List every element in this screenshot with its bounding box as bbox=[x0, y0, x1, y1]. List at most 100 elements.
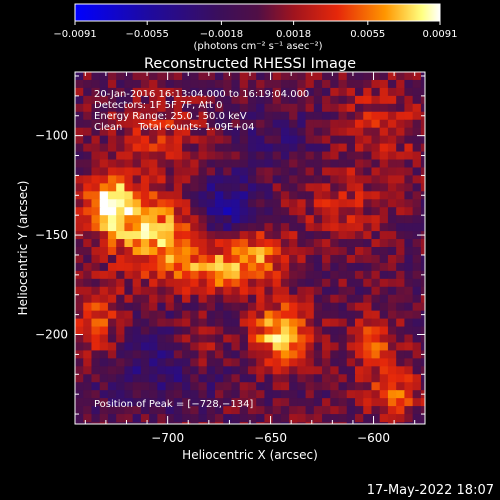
heatmap-cell bbox=[173, 231, 183, 240]
heatmap-cell bbox=[264, 334, 274, 344]
heatmap-cell bbox=[396, 334, 406, 344]
heatmap-cell bbox=[124, 87, 134, 97]
heatmap-cell bbox=[363, 119, 373, 129]
heatmap-cell bbox=[198, 95, 208, 105]
heatmap-cell bbox=[173, 406, 183, 415]
heatmap-cell bbox=[404, 167, 414, 177]
heatmap-cell bbox=[182, 111, 191, 121]
heatmap-cell bbox=[107, 302, 117, 312]
heatmap-cell bbox=[165, 72, 175, 81]
heatmap-cell bbox=[99, 215, 109, 224]
heatmap-cell bbox=[91, 111, 101, 121]
heatmap-cell bbox=[149, 119, 158, 129]
heatmap-cell bbox=[280, 334, 290, 344]
heatmap-cell bbox=[322, 127, 331, 137]
heatmap-cell bbox=[215, 398, 224, 407]
heatmap-cell bbox=[206, 422, 216, 424]
heatmap-cell bbox=[322, 318, 331, 328]
heatmap-cell bbox=[198, 270, 208, 280]
heatmap-cell bbox=[379, 223, 389, 232]
heatmap-cell bbox=[379, 151, 389, 161]
heatmap-cell bbox=[412, 326, 422, 336]
heatmap-cell bbox=[420, 135, 425, 145]
heatmap-cell bbox=[190, 270, 200, 280]
heatmap-cell bbox=[256, 167, 266, 177]
heatmap-cell bbox=[379, 95, 389, 105]
heatmap-cell bbox=[247, 254, 257, 264]
heatmap-cell bbox=[247, 294, 257, 304]
heatmap-cell bbox=[116, 191, 126, 200]
heatmap-cell bbox=[107, 159, 117, 169]
heatmap-cell bbox=[124, 350, 134, 359]
heatmap-cell bbox=[264, 254, 274, 264]
heatmap-cell bbox=[387, 366, 397, 375]
heatmap-cell bbox=[75, 406, 84, 415]
heatmap-cell bbox=[75, 254, 84, 264]
heatmap-cell bbox=[297, 318, 307, 328]
heatmap-cell bbox=[412, 294, 422, 304]
heatmap-cell bbox=[239, 135, 249, 145]
heatmap-cell bbox=[297, 382, 307, 391]
heatmap-cell bbox=[412, 191, 422, 200]
heatmap-cell bbox=[140, 318, 150, 328]
heatmap-cell bbox=[387, 278, 397, 288]
heatmap-cell bbox=[305, 350, 315, 359]
heatmap-cell bbox=[247, 95, 257, 105]
heatmap-cell bbox=[363, 286, 373, 296]
heatmap-cell bbox=[223, 183, 233, 192]
heatmap-cell bbox=[280, 390, 290, 399]
heatmap-cell bbox=[387, 191, 397, 200]
heatmap-cell bbox=[223, 318, 233, 328]
heatmap-cell bbox=[215, 135, 224, 145]
heatmap-cell bbox=[173, 278, 183, 288]
heatmap-cell bbox=[420, 143, 425, 153]
heatmap-cell bbox=[412, 358, 422, 367]
heatmap-cell bbox=[107, 262, 117, 272]
heatmap-cell bbox=[165, 318, 175, 328]
heatmap-cell bbox=[412, 374, 422, 383]
heatmap-cell bbox=[346, 318, 356, 328]
heatmap-cell bbox=[231, 151, 241, 161]
heatmap-cell bbox=[429, 104, 438, 113]
heatmap-cell bbox=[223, 406, 233, 415]
heatmap-cell bbox=[99, 111, 109, 121]
colorbar-tick-label: −0.0055 bbox=[126, 29, 169, 40]
heatmap-cell bbox=[330, 191, 340, 200]
heatmap-cell bbox=[429, 406, 438, 415]
heatmap-cell bbox=[363, 183, 373, 192]
heatmap-cell bbox=[231, 390, 241, 399]
heatmap-cell bbox=[182, 247, 191, 256]
heatmap-cell bbox=[379, 87, 389, 97]
heatmap-cell bbox=[173, 111, 183, 121]
heatmap-cell bbox=[157, 95, 167, 105]
heatmap-cell bbox=[198, 302, 208, 312]
heatmap-cell bbox=[346, 310, 356, 320]
heatmap-cell bbox=[355, 262, 364, 272]
heatmap-cell bbox=[387, 247, 397, 256]
heatmap-cell bbox=[132, 262, 142, 272]
heatmap-cell bbox=[132, 366, 142, 375]
heatmap-cell bbox=[91, 278, 101, 288]
heatmap-cell bbox=[396, 239, 406, 248]
heatmap-cell bbox=[91, 127, 101, 137]
heatmap-cell bbox=[132, 183, 142, 192]
heatmap-cell bbox=[305, 175, 315, 184]
heatmap-cell bbox=[107, 199, 117, 208]
heatmap-cell bbox=[149, 270, 158, 280]
heatmap-cell bbox=[280, 95, 290, 105]
heatmap-cell bbox=[412, 286, 422, 296]
heatmap-cell bbox=[190, 358, 200, 367]
heatmap-cell bbox=[404, 72, 414, 81]
heatmap-cell bbox=[355, 334, 364, 344]
heatmap-cell bbox=[223, 270, 233, 280]
heatmap-cell bbox=[165, 207, 175, 216]
heatmap-cell bbox=[371, 87, 381, 97]
heatmap-cell bbox=[215, 231, 224, 240]
heatmap-cell bbox=[107, 191, 117, 200]
heatmap-cell bbox=[239, 262, 249, 272]
heatmap-cell bbox=[429, 390, 438, 399]
heatmap-cell bbox=[338, 342, 348, 352]
heatmap-cell bbox=[173, 87, 183, 97]
annotation-clean-counts: Clean Total counts: 1.09E+04 bbox=[94, 122, 254, 133]
heatmap-cell bbox=[264, 406, 274, 415]
